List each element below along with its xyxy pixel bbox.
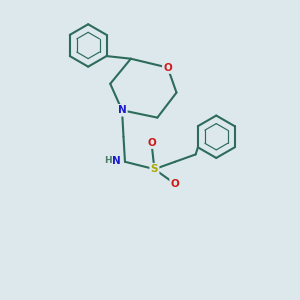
Text: N: N [112,156,121,166]
Text: O: O [163,63,172,73]
Text: H: H [104,156,112,165]
Text: O: O [147,138,156,148]
Text: O: O [171,179,179,189]
Text: N: N [118,105,126,115]
Text: S: S [151,164,158,174]
